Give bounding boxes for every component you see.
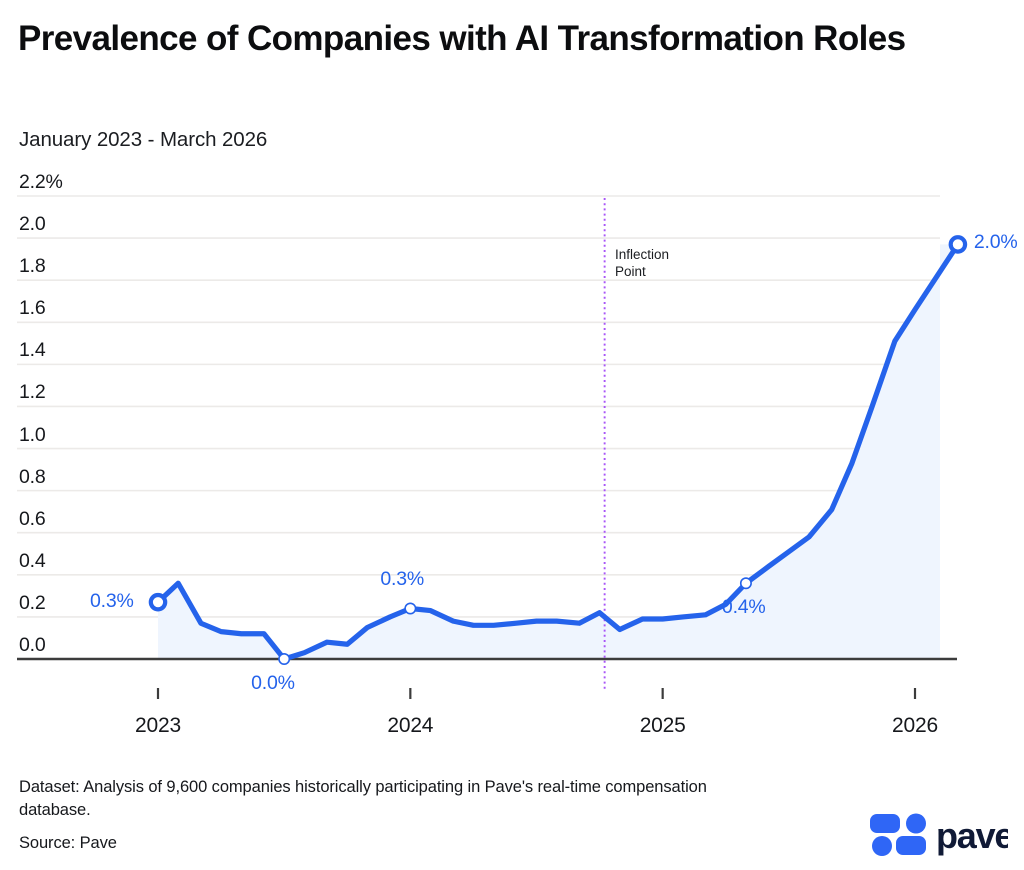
- y-axis-tick-label: 1.0: [19, 423, 46, 446]
- y-axis-tick-label: 1.6: [19, 297, 46, 320]
- pave-logo-svg: pave: [870, 813, 1015, 856]
- inflection-point-annotation: Inflection Point: [615, 247, 670, 280]
- x-axis-tick-label: 2025: [639, 714, 686, 737]
- y-axis-tick-label: 1.4: [19, 339, 46, 362]
- y-axis-tick-label: 0.2: [19, 591, 46, 614]
- line-chart-svg: [17, 195, 968, 699]
- y-axis-tick-label: 0.6: [19, 507, 46, 530]
- chart-plot-area: [17, 195, 968, 699]
- data-point-marker: [739, 577, 752, 590]
- data-point-marker: [278, 652, 291, 665]
- area-fill: [158, 244, 958, 659]
- footer-dataset-note: Dataset: Analysis of 9,600 companies his…: [19, 778, 707, 820]
- x-axis-tick-label: 2024: [387, 714, 434, 737]
- y-axis-tick-label: 1.2: [19, 381, 46, 404]
- data-line: [155, 241, 961, 662]
- y-axis-tick-label: 2.2%: [19, 171, 63, 193]
- data-point-marker: [148, 592, 168, 612]
- data-point-marker: [404, 602, 417, 615]
- data-point-value-label: 2.0%: [973, 231, 1018, 254]
- pave-logo-wordmark: pave: [936, 815, 1008, 856]
- x-axis-tick-label: 2026: [892, 714, 938, 737]
- y-axis-tick-label: 0.8: [19, 465, 46, 488]
- data-point-value-label: 0.3%: [380, 568, 424, 591]
- pave-logo-mark: [870, 813, 926, 856]
- data-point-value-label: 0.0%: [251, 672, 295, 694]
- data-point-marker: [948, 235, 968, 254]
- data-point-value-label: 0.3%: [90, 590, 134, 613]
- footer-source-note: Source: Pave: [19, 833, 117, 852]
- y-axis-tick-label: 0.0: [19, 634, 46, 656]
- page-title: Prevalence of Companies with AI Transfor…: [18, 19, 906, 58]
- pave-logo: pave: [868, 810, 1015, 860]
- chart-subtitle: January 2023 - March 2026: [19, 128, 268, 151]
- chart-footer: Dataset: Analysis of 9,600 companies his…: [19, 776, 759, 853]
- data-point-value-label: 0.4%: [721, 596, 766, 619]
- y-axis-tick-label: 2.0: [19, 213, 46, 236]
- y-axis-tick-label: 1.8: [19, 255, 46, 278]
- x-axis-tick-label: 2023: [135, 714, 181, 737]
- y-axis-tick-label: 0.4: [19, 549, 46, 572]
